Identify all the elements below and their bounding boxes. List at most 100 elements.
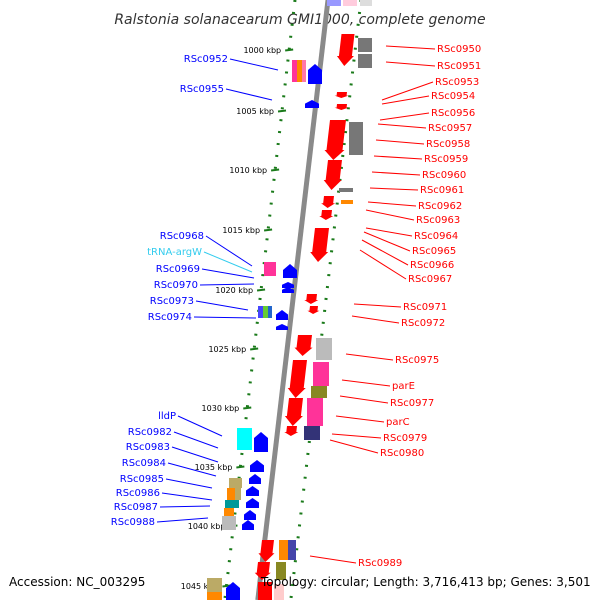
label-connector bbox=[203, 251, 253, 273]
reverse-gene-label: RSc0959 bbox=[424, 154, 468, 165]
reverse-gene-labels: RSc0950 RSc0951 RSc0953 RSc0954 RSc0956 RSc09… bbox=[309, 44, 481, 569]
label-connector bbox=[205, 235, 253, 267]
reverse-gene-arrow bbox=[258, 540, 275, 562]
forward-gene-arrow bbox=[276, 310, 288, 320]
label-connector bbox=[373, 155, 423, 160]
gene-block bbox=[207, 578, 222, 592]
label-connector bbox=[353, 303, 402, 308]
forward-gene-arrow bbox=[246, 498, 259, 508]
scale-tick bbox=[243, 406, 252, 410]
forward-gene-arrow bbox=[254, 432, 268, 452]
gene-block bbox=[339, 188, 353, 192]
gene-block bbox=[316, 338, 332, 360]
reverse-gene-label: RSc0958 bbox=[426, 139, 470, 150]
reverse-gene-arrow bbox=[304, 294, 319, 304]
reverse-gene-label: RSc0950 bbox=[437, 44, 481, 55]
forward-strand-genes bbox=[207, 60, 322, 600]
reverse-gene-arrow bbox=[319, 210, 334, 220]
reverse-gene-label: RSc0954 bbox=[431, 91, 475, 102]
label-connector bbox=[195, 300, 249, 311]
reverse-gene-label: RSc0962 bbox=[418, 201, 462, 212]
label-connector bbox=[367, 201, 417, 207]
forward-gene-arrow bbox=[282, 287, 294, 293]
reverse-gene-label: RSc0957 bbox=[428, 123, 472, 134]
forward-gene-arrow bbox=[249, 474, 261, 484]
scale-label: 1005 kbp bbox=[236, 107, 274, 116]
forward-gene-labels: RSc0952 RSc0955 RSc0968 tRNA-argW RSc0969 RSc… bbox=[111, 54, 279, 528]
scale-label: 1030 kbp bbox=[202, 404, 240, 413]
label-connector bbox=[193, 316, 257, 319]
label-connector bbox=[309, 555, 357, 564]
gene-block bbox=[274, 584, 284, 600]
scale-tick bbox=[270, 168, 280, 172]
label-connector bbox=[159, 505, 211, 508]
reverse-gene-label: parC bbox=[386, 417, 410, 428]
label-connector bbox=[345, 353, 394, 361]
forward-gene-label: RSc0984 bbox=[122, 458, 166, 469]
gene-block bbox=[313, 362, 329, 386]
forward-gene-label: RSc0985 bbox=[120, 474, 164, 485]
label-connector bbox=[177, 415, 223, 437]
gene-block bbox=[302, 60, 306, 82]
reverse-gene-label: RSc0971 bbox=[403, 302, 447, 313]
label-connector bbox=[341, 379, 391, 387]
label-connector bbox=[365, 227, 413, 237]
forward-gene-label: RSc0987 bbox=[114, 502, 158, 513]
label-connector bbox=[161, 492, 213, 501]
forward-gene-label: RSc0988 bbox=[111, 517, 155, 528]
reverse-gene-arrow bbox=[294, 335, 313, 356]
scale-tick bbox=[250, 347, 259, 351]
label-connector bbox=[156, 517, 209, 523]
gene-block bbox=[227, 488, 235, 500]
reverse-gene-label: RSc0979 bbox=[383, 433, 427, 444]
label-connector bbox=[329, 439, 379, 454]
gene-block bbox=[292, 60, 297, 82]
gene-block bbox=[222, 516, 236, 530]
forward-gene-arrow bbox=[282, 282, 294, 288]
label-connector bbox=[331, 433, 382, 439]
partial-gene-block bbox=[327, 0, 341, 6]
reverse-gene-label: RSc0989 bbox=[358, 558, 402, 569]
forward-gene-arrow bbox=[244, 510, 256, 520]
reverse-gene-label: RSc0963 bbox=[416, 215, 460, 226]
label-connector bbox=[363, 231, 411, 252]
label-connector bbox=[385, 61, 436, 67]
partial-gene-block bbox=[360, 0, 372, 6]
scale-label: 1020 kbp bbox=[215, 286, 253, 295]
label-connector bbox=[351, 315, 400, 324]
forward-gene-label: RSc0955 bbox=[180, 84, 224, 95]
reverse-gene-label: RSc0975 bbox=[395, 355, 439, 366]
forward-gene-label: RSc0969 bbox=[156, 264, 200, 275]
scale-label: 1035 kbp bbox=[195, 463, 233, 472]
scale-label: 1040 kbp bbox=[188, 522, 226, 531]
gene-block bbox=[304, 426, 320, 440]
accession-text: Accession: NC_003295 bbox=[9, 575, 146, 589]
forward-gene-arrow bbox=[308, 64, 322, 84]
reverse-gene-arrow bbox=[307, 306, 320, 314]
label-connector bbox=[165, 478, 213, 489]
scale-tick bbox=[263, 228, 273, 232]
forward-gene-arrow bbox=[305, 100, 319, 108]
label-connector bbox=[371, 171, 421, 176]
label-connector bbox=[365, 209, 415, 221]
topology-text: Topology: circular; Length: 3,716,413 bp… bbox=[261, 575, 591, 589]
label-connector bbox=[225, 88, 273, 101]
reverse-gene-arrow bbox=[321, 196, 336, 208]
label-connector bbox=[381, 95, 430, 105]
gene-block bbox=[288, 540, 296, 560]
label-connector bbox=[201, 268, 255, 279]
scale-label: 1025 kbp bbox=[208, 345, 246, 354]
label-connector bbox=[167, 462, 217, 477]
map-title: Ralstonia solanacearum GMI1000, complete… bbox=[114, 12, 485, 28]
gene-block bbox=[297, 60, 302, 82]
forward-gene-arrow bbox=[226, 582, 240, 600]
reverse-gene-label: RSc0964 bbox=[414, 231, 458, 242]
reverse-gene-label: parE bbox=[392, 381, 415, 392]
gene-block bbox=[268, 306, 272, 318]
gene-block bbox=[311, 386, 327, 398]
reverse-gene-label: RSc0965 bbox=[412, 246, 456, 257]
reverse-gene-arrow bbox=[323, 160, 342, 190]
gene-block bbox=[264, 262, 276, 276]
reverse-gene-arrow bbox=[336, 34, 355, 66]
